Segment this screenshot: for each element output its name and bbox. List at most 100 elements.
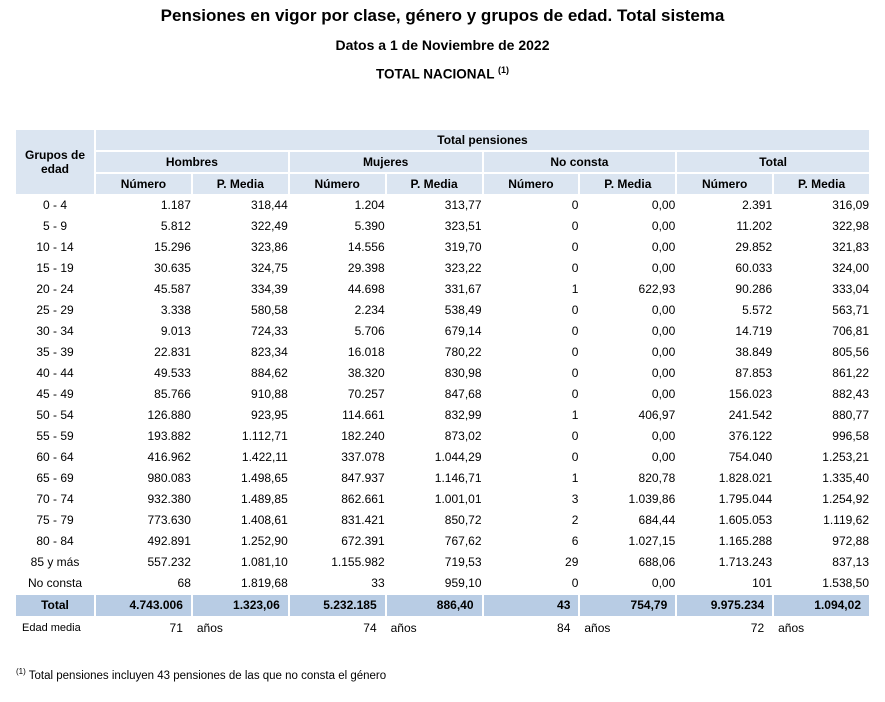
value-cell: 980.083 bbox=[147, 471, 191, 485]
value-cell: 0,00 bbox=[651, 387, 676, 401]
total-row-label: Total bbox=[16, 595, 94, 616]
edad-media-noconsta-unit: años bbox=[580, 618, 676, 639]
edad-media-noconsta: 84 bbox=[483, 618, 579, 639]
table-row: 85 y más 557.232 1.081,10 1.155.982 719,53 29… bbox=[16, 553, 869, 572]
value-cell: 0 bbox=[571, 366, 579, 380]
age-group-label: 5 - 9 bbox=[42, 219, 67, 233]
age-group-label: 25 - 29 bbox=[36, 303, 74, 317]
value-cell: 0,00 bbox=[651, 345, 676, 359]
value-cell: 882,43 bbox=[832, 387, 869, 401]
total-noconsta-numero: 43 bbox=[483, 595, 579, 616]
value-cell: 38.849 bbox=[735, 345, 773, 359]
value-cell: 5.390 bbox=[354, 219, 385, 233]
table-row: 0 - 4 1.187 318,44 1.204 313,77 0 0,00 2.391 316… bbox=[16, 196, 869, 215]
value-cell: 241.542 bbox=[728, 408, 773, 422]
table-row: 50 - 54 126.880 923,95 114.661 832,99 1 406,97… bbox=[16, 406, 869, 425]
total-hombres-pmedia: 1.323,06 bbox=[192, 595, 288, 616]
value-cell: 0 bbox=[571, 345, 579, 359]
subheader-total-numero: Número bbox=[677, 174, 773, 194]
table-row: 15 - 19 30.635 324,75 29.398 323,22 0 0,00 60.0… bbox=[16, 259, 869, 278]
value-cell: 70.257 bbox=[347, 387, 385, 401]
edad-media-total: 72 bbox=[677, 618, 773, 639]
value-cell: 1.819,68 bbox=[241, 576, 288, 590]
value-cell: 831.421 bbox=[341, 513, 385, 527]
value-cell: 1.254,92 bbox=[822, 492, 869, 506]
page: { "header": { "title": "Pensiones en vig… bbox=[0, 6, 885, 702]
value-cell: 90.286 bbox=[735, 282, 773, 296]
table-footer-rows: Total 4.743.006 1.323,06 5.232.185 886,4… bbox=[16, 595, 869, 639]
value-cell: 862.661 bbox=[341, 492, 385, 506]
value-cell: 1.039,86 bbox=[628, 492, 676, 506]
value-cell: 29.852 bbox=[735, 240, 773, 254]
value-cell: 910,88 bbox=[251, 387, 288, 401]
value-cell: 1.489,85 bbox=[241, 492, 288, 506]
footnote-ref: (1) bbox=[16, 667, 26, 676]
table-row: 25 - 29 3.338 580,58 2.234 538,49 0 0,00 5.572 5… bbox=[16, 301, 869, 320]
group-header-hombres: Hombres bbox=[96, 152, 288, 172]
value-cell: 44.698 bbox=[347, 282, 385, 296]
value-cell: 1 bbox=[571, 282, 579, 296]
value-cell: 5.706 bbox=[354, 324, 385, 338]
value-cell: 319,70 bbox=[444, 240, 482, 254]
value-cell: 1 bbox=[571, 471, 579, 485]
value-cell: 60.033 bbox=[735, 261, 773, 275]
table-row: 45 - 49 85.766 910,88 70.257 847,68 0 0,00 156.… bbox=[16, 385, 869, 404]
age-group-label: 80 - 84 bbox=[36, 534, 74, 548]
value-cell: 780,22 bbox=[444, 345, 482, 359]
value-cell: 706,81 bbox=[832, 324, 869, 338]
age-group-label: 10 - 14 bbox=[36, 240, 74, 254]
value-cell: 1.422,11 bbox=[241, 450, 288, 464]
table-row: 60 - 64 416.962 1.422,11 337.078 1.044,29 0 0,… bbox=[16, 448, 869, 467]
value-cell: 6 bbox=[571, 534, 579, 548]
value-cell: 1.253,21 bbox=[822, 450, 869, 464]
value-cell: 1.155.982 bbox=[331, 555, 385, 569]
edad-media-label: Edad media bbox=[16, 618, 94, 639]
value-cell: 322,98 bbox=[832, 219, 869, 233]
header-total-pensiones: Total pensiones bbox=[96, 130, 869, 150]
value-cell: 1.119,62 bbox=[823, 513, 869, 527]
value-cell: 805,56 bbox=[832, 345, 869, 359]
edad-media-row: Edad media 71 años 74 años 84 años 72 añ… bbox=[16, 618, 869, 639]
value-cell: 688,06 bbox=[638, 555, 676, 569]
value-cell: 1.713.243 bbox=[718, 555, 773, 569]
value-cell: 724,33 bbox=[251, 324, 288, 338]
value-cell: 29.398 bbox=[347, 261, 385, 275]
value-cell: 0,00 bbox=[651, 366, 676, 380]
value-cell: 1.027,15 bbox=[628, 534, 676, 548]
value-cell: 324,00 bbox=[832, 261, 869, 275]
value-cell: 29 bbox=[565, 555, 579, 569]
value-cell: 0,00 bbox=[651, 198, 676, 212]
value-cell: 16.018 bbox=[347, 345, 385, 359]
value-cell: 1.187 bbox=[160, 198, 191, 212]
value-cell: 30.635 bbox=[154, 261, 191, 275]
value-cell: 830,98 bbox=[444, 366, 482, 380]
value-cell: 837,13 bbox=[832, 555, 869, 569]
group-header-mujeres: Mujeres bbox=[289, 152, 482, 172]
value-cell: 1.001,01 bbox=[434, 492, 482, 506]
value-cell: 996,58 bbox=[832, 429, 869, 443]
value-cell: 0 bbox=[571, 429, 579, 443]
value-cell: 0,00 bbox=[651, 219, 676, 233]
value-cell: 316,09 bbox=[832, 198, 869, 212]
value-cell: 87.853 bbox=[735, 366, 773, 380]
age-group-label: 50 - 54 bbox=[36, 408, 74, 422]
value-cell: 14.719 bbox=[735, 324, 773, 338]
value-cell: 0,00 bbox=[651, 240, 676, 254]
header-row-subheaders: Número P. Media Número P. Media Número P… bbox=[16, 174, 869, 194]
age-group-label: 70 - 74 bbox=[36, 492, 74, 506]
value-cell: 1.204 bbox=[354, 198, 385, 212]
age-group-label: 60 - 64 bbox=[36, 450, 74, 464]
value-cell: 3 bbox=[571, 492, 579, 506]
value-cell: 2.234 bbox=[354, 303, 385, 317]
total-noconsta-pmedia: 754,79 bbox=[580, 595, 676, 616]
value-cell: 850,72 bbox=[444, 513, 482, 527]
value-cell: 14.556 bbox=[347, 240, 385, 254]
value-cell: 126.880 bbox=[147, 408, 191, 422]
edad-media-hombres-unit: años bbox=[192, 618, 288, 639]
value-cell: 832,99 bbox=[444, 408, 482, 422]
value-cell: 1.828.021 bbox=[718, 471, 773, 485]
value-cell: 3.338 bbox=[160, 303, 191, 317]
age-group-label: 20 - 24 bbox=[36, 282, 74, 296]
value-cell: 1.538,50 bbox=[822, 576, 869, 590]
value-cell: 622,93 bbox=[638, 282, 676, 296]
